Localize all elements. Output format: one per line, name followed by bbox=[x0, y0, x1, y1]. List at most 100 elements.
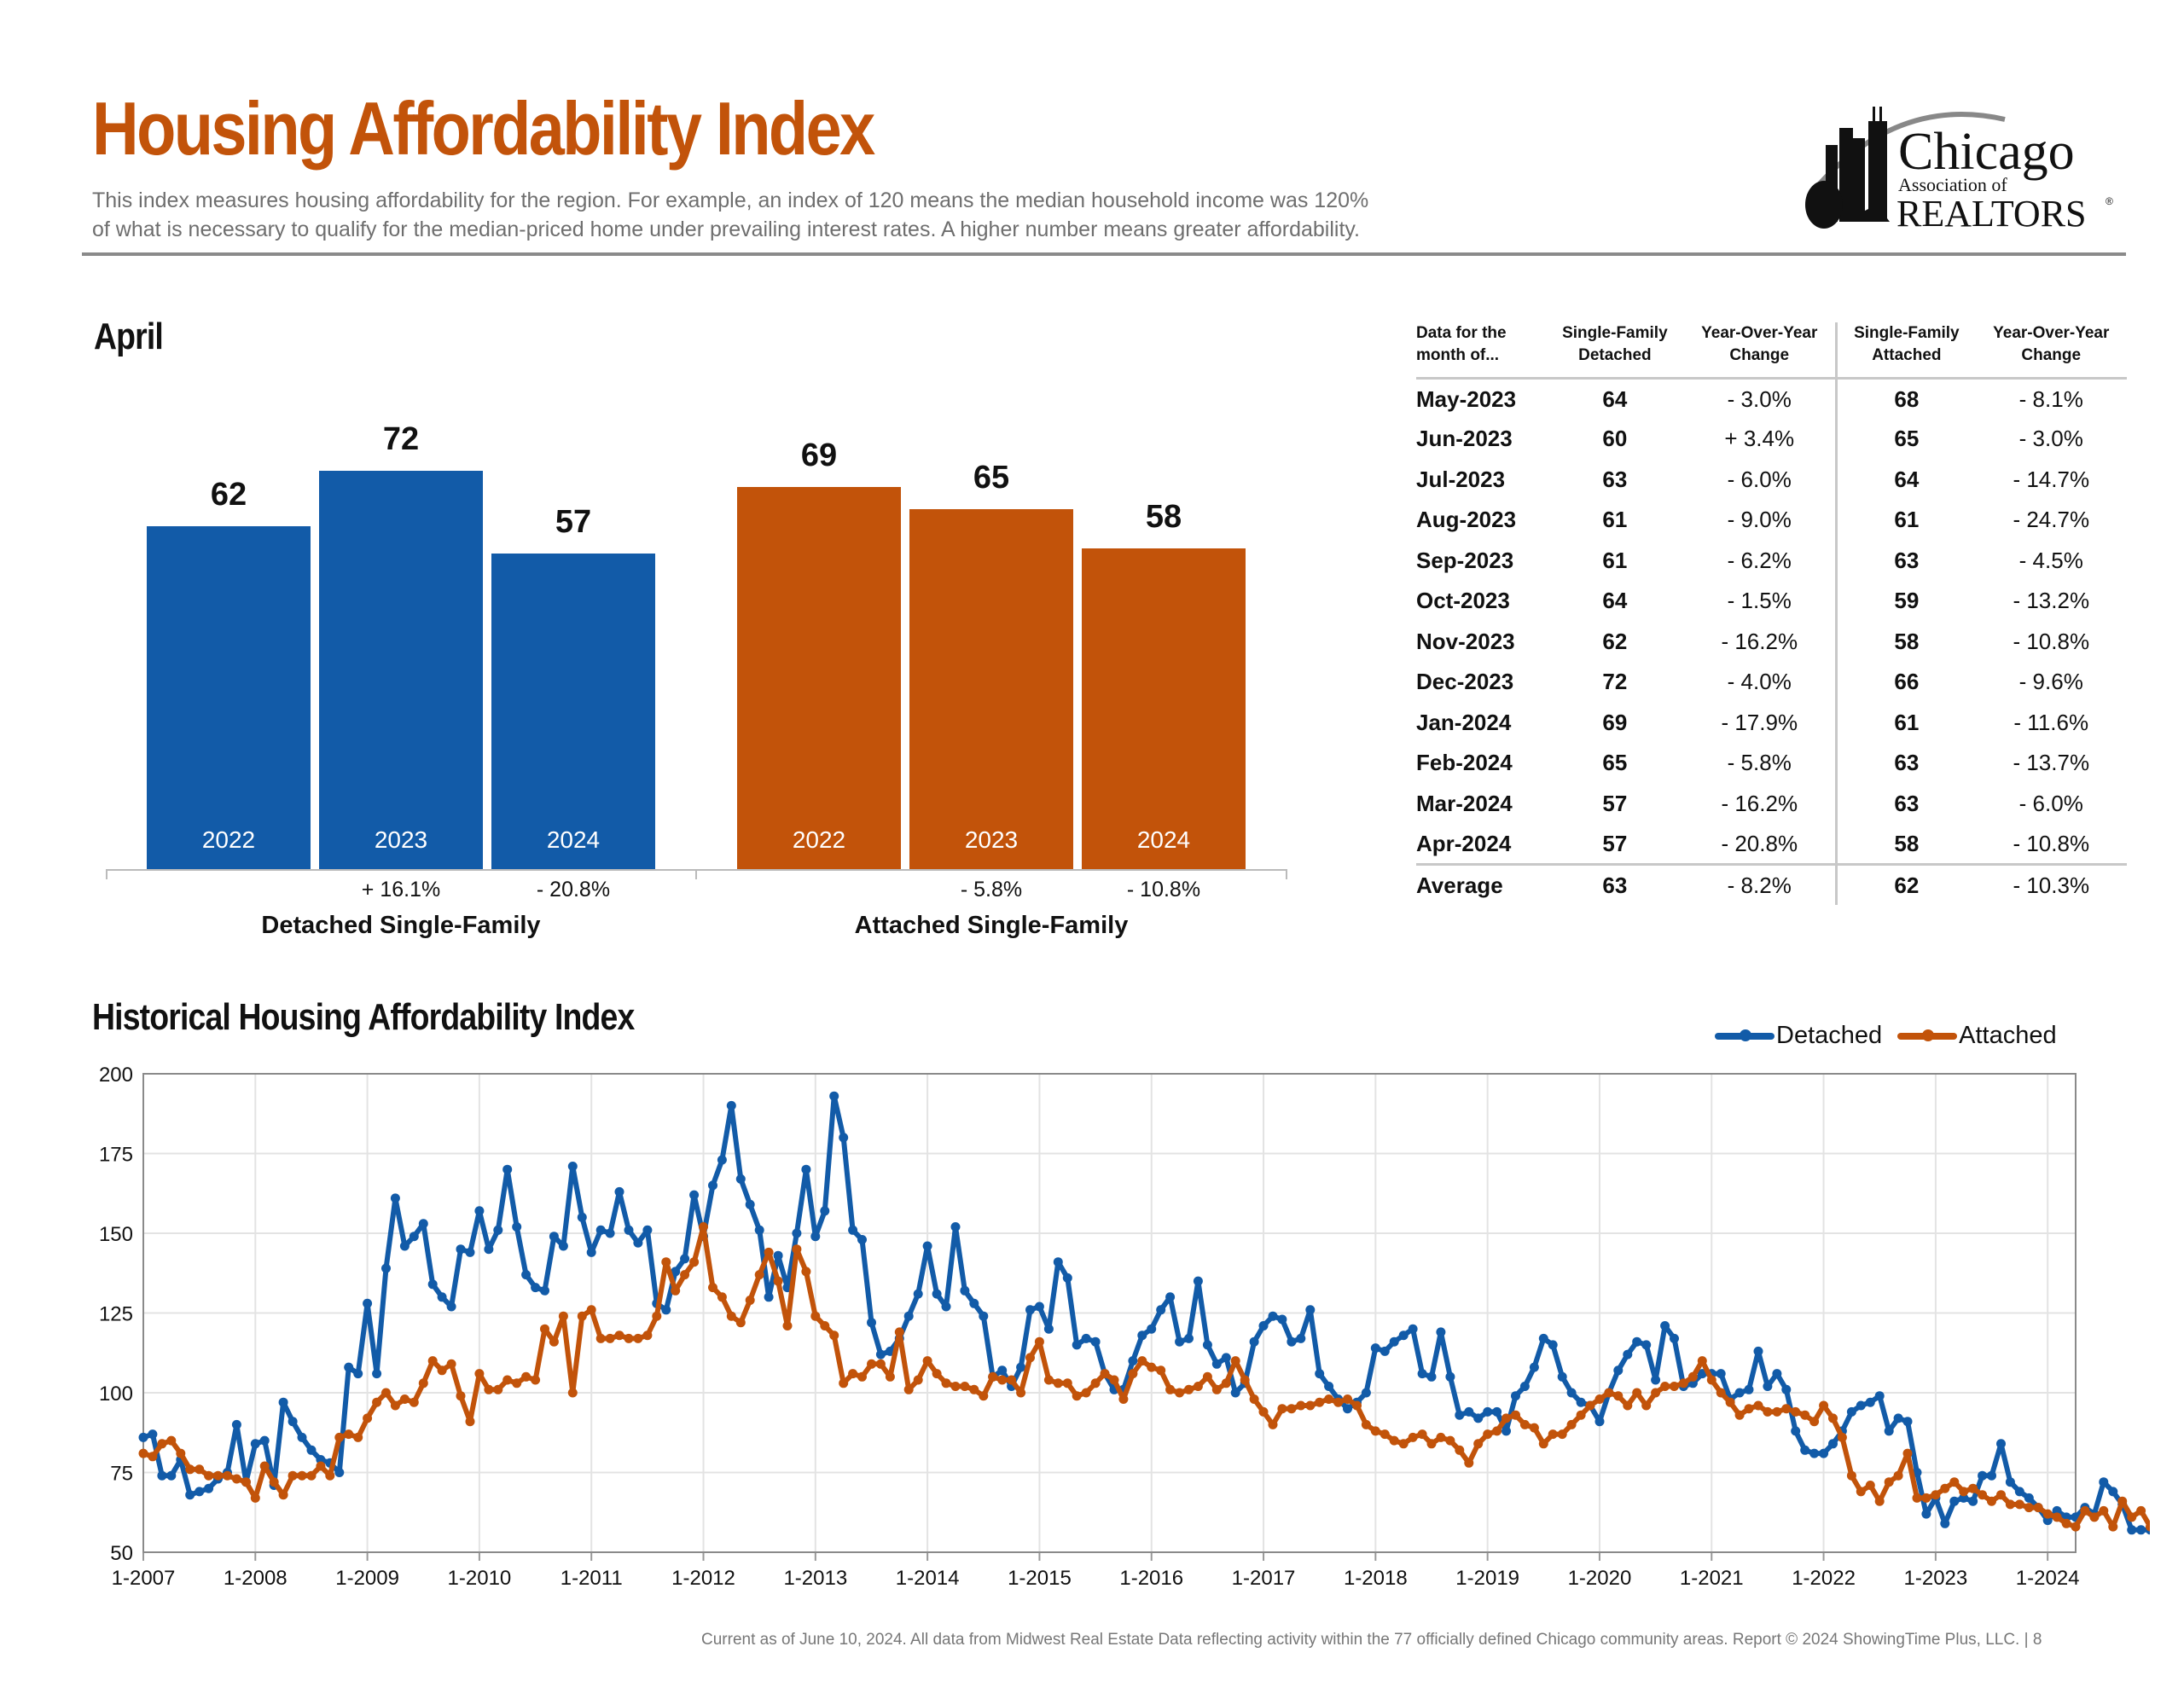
bar-change-label: - 10.8% bbox=[1126, 878, 1201, 901]
data-point-attached bbox=[1315, 1397, 1325, 1407]
logo-word-association: Association of bbox=[1898, 174, 2007, 195]
data-point-detached bbox=[1576, 1397, 1586, 1407]
cell-detached-yoy: - 6.2% bbox=[1683, 540, 1838, 581]
cell-month: Mar-2024 bbox=[1416, 790, 1513, 816]
data-point-attached bbox=[2071, 1522, 2081, 1532]
data-point-detached bbox=[1315, 1369, 1325, 1379]
data-point-attached bbox=[1968, 1483, 1978, 1493]
cell-detached-yoy: - 5.8% bbox=[1683, 743, 1838, 784]
data-point-attached bbox=[1492, 1426, 1502, 1436]
data-point-detached bbox=[1483, 1406, 1493, 1417]
data-point-attached bbox=[1548, 1429, 1558, 1440]
data-point-detached bbox=[903, 1311, 914, 1321]
data-point-attached bbox=[1978, 1490, 1988, 1500]
data-point-attached bbox=[2080, 1505, 2090, 1516]
data-point-detached bbox=[941, 1301, 951, 1312]
data-point-attached bbox=[1697, 1356, 1707, 1366]
data-point-detached bbox=[773, 1250, 783, 1261]
table-row: Mar-2024 57 - 16.2% 63 - 6.0% bbox=[1416, 783, 2127, 824]
data-point-attached bbox=[848, 1369, 858, 1379]
data-point-detached bbox=[1828, 1439, 1838, 1449]
bar-year-label: 2023 bbox=[374, 826, 428, 853]
data-point-detached bbox=[1716, 1369, 1726, 1379]
data-point-detached bbox=[1791, 1426, 1801, 1436]
data-point-detached bbox=[1613, 1365, 1623, 1376]
data-point-detached bbox=[1081, 1333, 1091, 1343]
bar-axis-tick bbox=[1286, 869, 1287, 879]
data-point-attached bbox=[2136, 1505, 2146, 1516]
data-point-detached bbox=[2024, 1493, 2034, 1503]
table-row: Apr-2024 57 - 20.8% 58 - 10.8% bbox=[1416, 824, 2127, 865]
data-point-detached bbox=[1492, 1406, 1502, 1417]
data-point-detached bbox=[204, 1483, 214, 1493]
data-point-attached bbox=[1156, 1365, 1166, 1376]
table-row: Oct-2023 64 - 1.5% 59 - 13.2% bbox=[1416, 581, 2127, 622]
data-point-attached bbox=[278, 1490, 288, 1500]
cell-attached-value: 63 bbox=[1894, 790, 1920, 816]
cell-attached-yoy: - 8.1% bbox=[2018, 386, 2083, 412]
data-point-attached bbox=[2089, 1512, 2100, 1522]
data-point-attached bbox=[764, 1247, 774, 1257]
data-point-attached bbox=[792, 1244, 802, 1255]
data-point-detached bbox=[1202, 1340, 1212, 1350]
data-point-attached bbox=[1221, 1378, 1231, 1388]
data-point-detached bbox=[344, 1362, 354, 1372]
data-point-attached bbox=[1043, 1375, 1054, 1385]
data-point-detached bbox=[1865, 1397, 1875, 1407]
header-month: Data for the month of... bbox=[1416, 322, 1547, 380]
data-point-attached bbox=[726, 1311, 736, 1321]
data-point-attached bbox=[1211, 1384, 1222, 1394]
data-point-attached bbox=[148, 1452, 158, 1462]
data-point-detached bbox=[1781, 1384, 1792, 1394]
data-point-attached bbox=[531, 1375, 541, 1385]
data-point-attached bbox=[745, 1296, 755, 1305]
cell-detached-value: 60 bbox=[1602, 426, 1628, 452]
data-point-attached bbox=[1473, 1439, 1484, 1449]
bar-year-label: 2022 bbox=[792, 826, 846, 853]
data-point-attached bbox=[1389, 1435, 1399, 1446]
data-point-detached bbox=[1529, 1362, 1539, 1372]
data-point-attached bbox=[2014, 1499, 2024, 1510]
cell-attached-yoy: - 9.6% bbox=[2018, 669, 2083, 695]
intro-line-2: of what is necessary to qualify for the … bbox=[92, 217, 1360, 241]
x-tick-label: 1-2010 bbox=[448, 1567, 512, 1586]
bar-value-label: 65 bbox=[973, 460, 1010, 496]
data-point-detached bbox=[531, 1283, 541, 1293]
data-point-detached bbox=[605, 1228, 615, 1238]
data-point-attached bbox=[894, 1327, 904, 1337]
data-point-detached bbox=[1874, 1391, 1885, 1401]
chart-legend: Detached Attached bbox=[1715, 1022, 2057, 1050]
y-tick-label: 50 bbox=[110, 1542, 133, 1565]
data-point-detached bbox=[633, 1238, 643, 1248]
data-point-detached bbox=[922, 1241, 932, 1251]
data-point-attached bbox=[839, 1378, 849, 1388]
bar-axis-detached bbox=[107, 869, 695, 871]
data-point-detached bbox=[1921, 1509, 1931, 1519]
data-point-detached bbox=[399, 1241, 410, 1251]
x-tick-label: 1-2019 bbox=[1455, 1567, 1519, 1586]
logo-word-chicago: Chicago bbox=[1898, 123, 2075, 181]
data-point-attached bbox=[456, 1391, 466, 1401]
data-point-detached bbox=[595, 1225, 606, 1235]
data-point-detached bbox=[801, 1164, 811, 1174]
data-point-detached bbox=[427, 1279, 438, 1290]
data-point-attached bbox=[1687, 1371, 1698, 1382]
bar-change-label: - 20.8% bbox=[536, 878, 611, 901]
data-point-detached bbox=[1846, 1406, 1856, 1417]
april-section-title: April bbox=[94, 316, 164, 357]
data-point-detached bbox=[735, 1174, 746, 1184]
cell-attached-yoy: - 10.8% bbox=[2013, 628, 2090, 654]
data-point-detached bbox=[979, 1311, 989, 1321]
data-point-detached bbox=[1165, 1292, 1176, 1302]
data-point-attached bbox=[1734, 1410, 1745, 1420]
data-point-attached bbox=[1258, 1406, 1269, 1417]
data-point-detached bbox=[166, 1470, 177, 1481]
intro-line-1: This index measures housing affordabilit… bbox=[92, 188, 1369, 212]
data-point-detached bbox=[960, 1285, 970, 1296]
cell-attached-yoy: - 13.7% bbox=[2013, 750, 2090, 776]
data-point-detached bbox=[1398, 1330, 1409, 1341]
cell-detached-yoy: - 16.2% bbox=[1683, 621, 1838, 662]
bar-year-label: 2024 bbox=[1136, 826, 1191, 853]
bar-group-label: Attached Single-Family bbox=[854, 912, 1129, 939]
data-point-detached bbox=[1744, 1384, 1754, 1394]
